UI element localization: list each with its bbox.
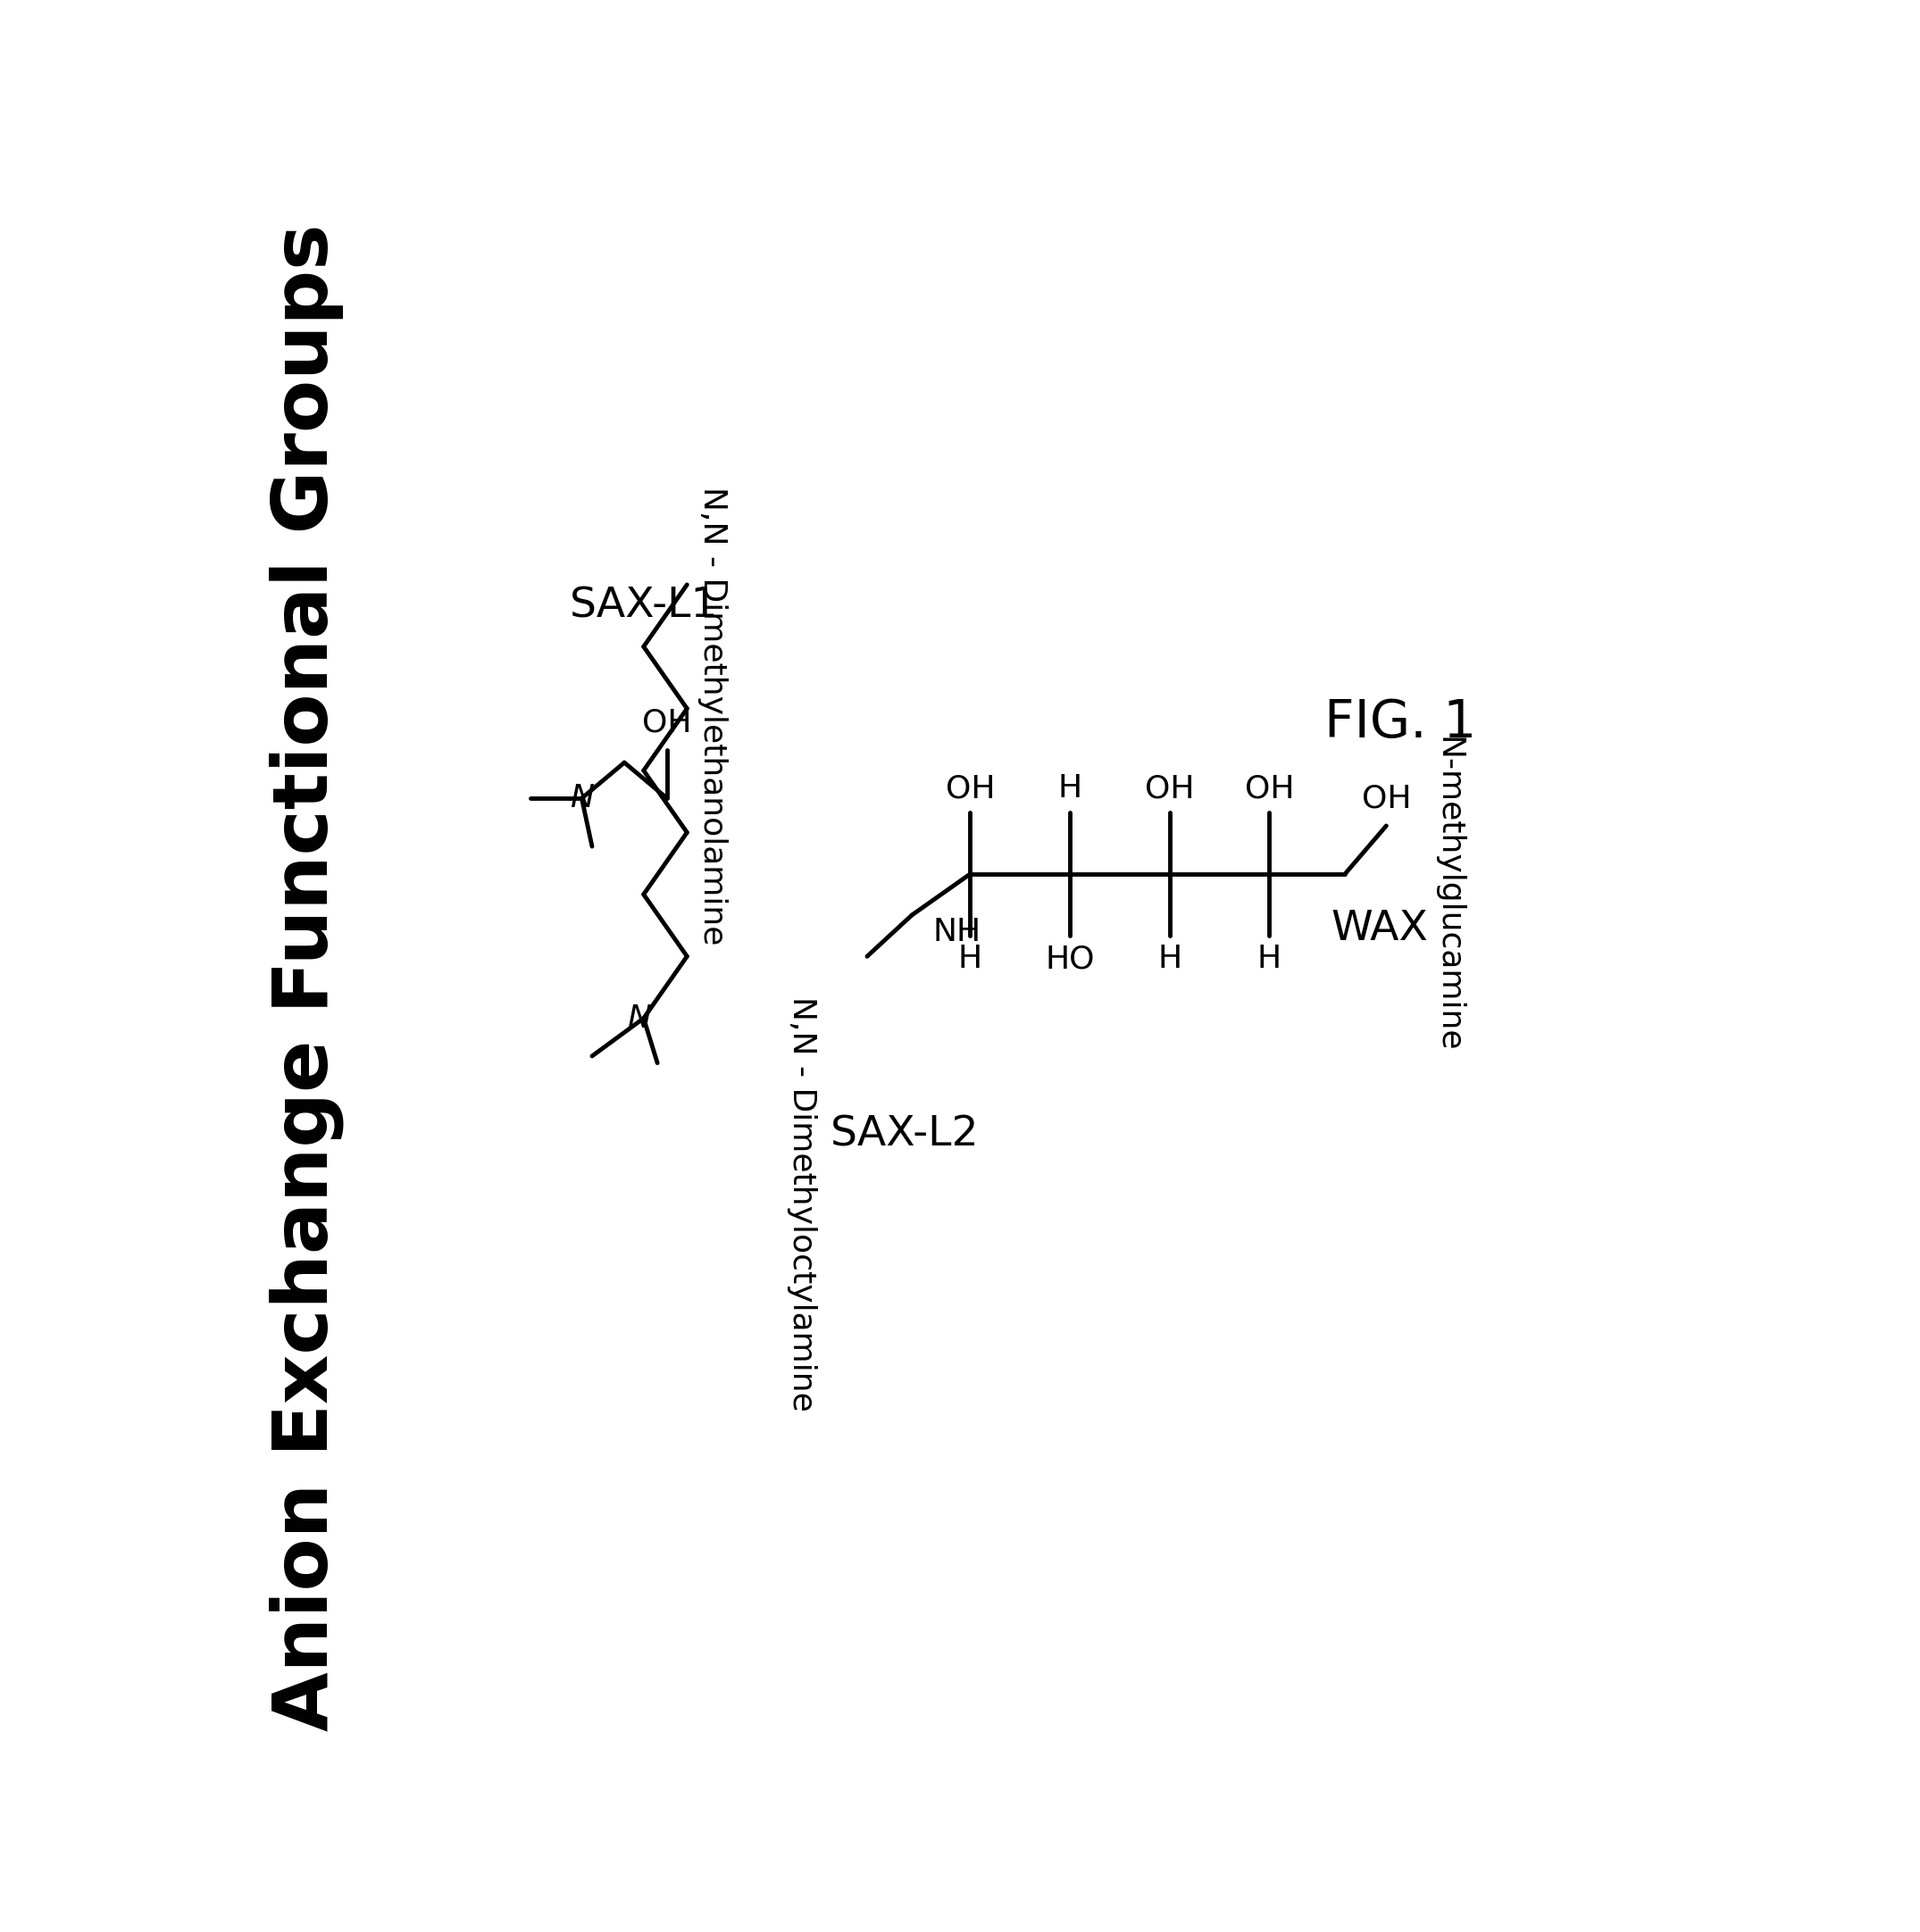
Text: OH: OH <box>1144 773 1194 804</box>
Text: H: H <box>1158 945 1183 974</box>
Text: H: H <box>958 945 983 974</box>
Text: SAX-L1: SAX-L1 <box>568 585 718 626</box>
Text: H: H <box>1258 945 1281 974</box>
Text: N,N - Dimethylethanolamine: N,N - Dimethylethanolamine <box>697 487 728 945</box>
Text: N: N <box>626 1003 651 1034</box>
Text: Anion Exchange Functional Groups: Anion Exchange Functional Groups <box>269 224 344 1731</box>
Text: FIG. 1: FIG. 1 <box>1325 697 1476 748</box>
Text: NH: NH <box>933 918 981 947</box>
Text: N-methylglucamine: N-methylglucamine <box>1432 736 1463 1053</box>
Text: H: H <box>1058 773 1083 804</box>
Text: N,N - Dimethyloctylamine: N,N - Dimethyloctylamine <box>787 997 818 1412</box>
Text: OH: OH <box>945 773 995 804</box>
Text: OH: OH <box>1244 773 1294 804</box>
Text: HO: HO <box>1044 945 1094 974</box>
Text: WAX: WAX <box>1331 908 1428 949</box>
Text: OH: OH <box>641 707 691 738</box>
Text: SAX-L2: SAX-L2 <box>831 1115 979 1155</box>
Text: N: N <box>570 782 593 813</box>
Text: OH: OH <box>1361 782 1411 813</box>
